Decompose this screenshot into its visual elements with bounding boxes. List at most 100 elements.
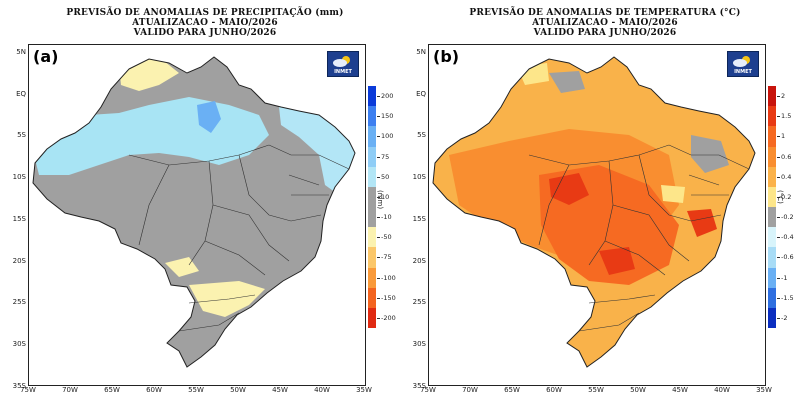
colorbar-label: 100: [381, 132, 394, 141]
colorbar-tick: [377, 297, 380, 299]
precipitation-map: (a) INMET: [28, 44, 366, 386]
brazil-outline: [32, 56, 356, 368]
colorbar-segment: [368, 247, 376, 268]
colorbar-tick: [377, 156, 380, 158]
lon-tick-label: 70W: [62, 386, 78, 394]
panel-subtitle-update: ATUALIZACAO - MAIO/2026: [132, 18, 278, 28]
lon-tick-label: 50W: [230, 386, 246, 394]
colorbar-tick: [777, 237, 780, 239]
colorbar-segment: [768, 86, 776, 107]
colorbar-tick: [777, 297, 780, 299]
colorbar-segment: [368, 267, 376, 289]
neutral-patch-northeast: [691, 135, 729, 173]
colorbar-label: 1: [781, 132, 786, 141]
colorbar-tick: [777, 317, 780, 319]
colorbar-segment: [368, 287, 376, 309]
colorbar-tick: [377, 196, 380, 198]
colorbar-label: 2: [781, 92, 786, 101]
colorbar-label: -2: [781, 313, 788, 322]
inmet-logo: INMET: [327, 51, 359, 77]
panel-subtitle-update: ATUALIZACAO - MAIO/2026: [532, 18, 678, 28]
light-patch-central: [661, 185, 685, 203]
state-borders: [528, 144, 750, 332]
lat-tick-label: EQ: [16, 89, 26, 98]
colorbar-label: 0.4: [781, 172, 792, 181]
lat-tick-label: 5N: [16, 48, 26, 56]
temperature-anomaly-panel: PREVISÃO DE ANOMALIAS DE TEMPERATURA (°C…: [400, 0, 800, 402]
lon-tick-label: 35W: [756, 386, 772, 394]
lon-tick-label: 55W: [188, 386, 204, 394]
panel-subtitle-valid: VALIDO PARA JUNHO/2026: [533, 28, 677, 38]
colorbar-segment: [368, 186, 376, 208]
colorbar-segment: [768, 166, 776, 188]
colorbar-tick: [377, 277, 380, 279]
lon-tick-label: 55W: [588, 386, 604, 394]
lon-tick-label: 50W: [630, 386, 646, 394]
lat-tick-label: 20S: [412, 256, 426, 265]
colorbar-tick: [777, 277, 780, 279]
colorbar-unit: (mm): [376, 190, 384, 210]
lat-tick-label: 20S: [12, 256, 26, 265]
colorbar-segment: [768, 106, 776, 127]
colorbar-tick: [777, 257, 780, 259]
lon-tick-label: 60W: [146, 386, 162, 394]
colorbar-segment: [768, 126, 776, 147]
lat-tick-label: 35S: [412, 381, 426, 390]
colorbar-label: -0.6: [781, 253, 794, 262]
colorbar-label: 200: [381, 92, 394, 101]
colorbar-tick: [777, 116, 780, 118]
temperature-map: (b) INMET: [428, 44, 766, 386]
colorbar-label: 150: [381, 112, 394, 121]
colorbar-segment: [768, 146, 776, 168]
colorbar-segment: [768, 227, 776, 248]
colorbar-tick: [377, 176, 380, 178]
colorbar-label: 10: [381, 192, 390, 201]
weather-icon: [733, 56, 750, 67]
precipitation-anomaly-panel: PREVISÃO DE ANOMALIAS DE PRECIPITAÇÃO (m…: [12, 8, 396, 394]
colorbar-tick: [377, 237, 380, 239]
lat-tick-label: 15S: [412, 214, 426, 223]
colorbar-label: -1: [781, 273, 788, 282]
lon-tick-label: 45W: [272, 386, 288, 394]
lon-tick-label: 65W: [104, 386, 120, 394]
colorbar-tick: [777, 96, 780, 98]
colorbar-tick: [377, 136, 380, 138]
colorbar-segment: [368, 207, 376, 228]
panel-subtitle-valid: VALIDO PARA JUNHO/2026: [133, 28, 277, 38]
panel-letter: (a): [33, 47, 59, 66]
brazil-precip-svg: [32, 56, 356, 368]
colorbar-segment: [368, 146, 376, 168]
colorbar-tick: [777, 156, 780, 158]
logo-text: INMET: [334, 69, 352, 75]
colorbar-tick: [377, 116, 380, 118]
lat-tick-label: 35S: [12, 381, 26, 390]
colorbar-tick: [777, 196, 780, 198]
colorbar-segment: [368, 126, 376, 147]
temp-colorbar: 2 1.5 1 0.6 0.4 0.2 -0.2 -0.4 -0.6 -1 -1.5 -2: [768, 86, 794, 329]
colorbar-segment: [368, 106, 376, 127]
dry-patch-southcentral: [165, 257, 199, 277]
lat-tick-label: 5S: [17, 131, 26, 140]
colorbar-segment: [368, 86, 376, 107]
lon-tick-label: 60W: [546, 386, 562, 394]
colorbar-label: -100: [381, 273, 396, 282]
colorbar-label: 1.5: [781, 112, 792, 121]
logo-text: INMET: [734, 69, 752, 75]
colorbar-tick: [377, 96, 380, 98]
colorbar-segment: [768, 267, 776, 289]
colorbar-tick: [777, 217, 780, 219]
inmet-logo: INMET: [727, 51, 759, 77]
colorbar-unit: (°C): [776, 190, 784, 204]
lon-tick-label: 40W: [714, 386, 730, 394]
colorbar-label: -200: [381, 313, 396, 322]
core-hot-region-west: [549, 173, 589, 205]
colorbar-label: -1.5: [781, 293, 794, 302]
neutral-patch-north: [549, 71, 585, 93]
colorbar-segment: [368, 227, 376, 248]
lat-tick-label: 25S: [12, 298, 26, 307]
colorbar-label: -0.2: [781, 213, 794, 222]
colorbar-segment: [768, 186, 776, 208]
brazil-temp-svg: [432, 56, 756, 368]
lon-tick-label: 75W: [420, 386, 436, 394]
colorbar-tick: [377, 257, 380, 259]
